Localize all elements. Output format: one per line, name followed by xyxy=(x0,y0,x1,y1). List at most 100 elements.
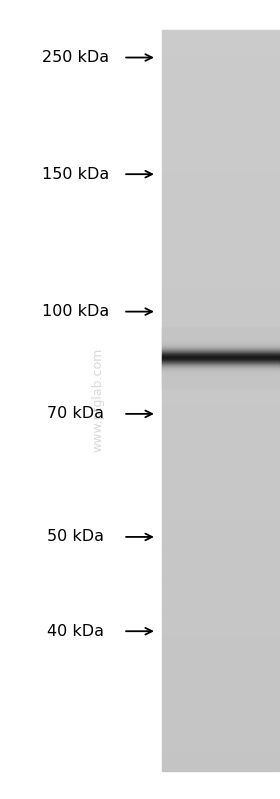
Bar xyxy=(162,92,279,94)
Bar xyxy=(162,608,279,610)
Bar xyxy=(162,470,279,472)
Bar xyxy=(162,381,279,384)
Bar xyxy=(162,710,279,712)
Bar xyxy=(162,30,279,33)
Bar xyxy=(162,134,279,137)
Bar xyxy=(162,146,279,149)
Bar xyxy=(162,235,279,238)
Bar xyxy=(162,531,279,534)
Bar xyxy=(162,82,279,85)
Bar xyxy=(162,117,279,119)
Bar xyxy=(162,705,279,707)
Bar xyxy=(162,638,279,640)
Bar xyxy=(162,191,279,193)
Bar xyxy=(162,339,279,341)
Bar xyxy=(162,598,279,601)
Bar xyxy=(162,102,279,105)
Bar xyxy=(162,606,279,608)
Bar xyxy=(162,354,279,356)
Bar xyxy=(162,398,279,400)
Bar xyxy=(162,699,279,702)
Bar xyxy=(162,324,279,327)
Bar xyxy=(162,368,279,371)
Bar xyxy=(162,739,279,741)
Bar xyxy=(162,569,279,571)
Bar xyxy=(162,216,279,218)
Bar xyxy=(162,732,279,734)
Bar xyxy=(162,80,279,82)
Bar xyxy=(162,366,279,368)
Bar xyxy=(162,87,279,89)
Bar xyxy=(162,40,279,42)
Bar xyxy=(162,485,279,487)
Bar xyxy=(162,97,279,100)
Bar xyxy=(162,193,279,196)
Bar xyxy=(162,171,279,173)
Bar xyxy=(162,665,279,667)
Text: www.ptglab.com: www.ptglab.com xyxy=(92,348,104,451)
Bar xyxy=(162,332,279,334)
Bar xyxy=(162,499,279,502)
Bar xyxy=(162,411,279,413)
Bar xyxy=(162,465,279,467)
Bar xyxy=(162,124,279,127)
Bar xyxy=(162,574,279,576)
Bar xyxy=(162,151,279,153)
Bar xyxy=(162,539,279,542)
Bar xyxy=(162,621,279,623)
Bar xyxy=(162,265,279,268)
Bar xyxy=(162,169,279,171)
Bar xyxy=(162,719,279,721)
Bar xyxy=(162,472,279,475)
Bar xyxy=(162,203,279,205)
Bar xyxy=(162,144,279,146)
Bar xyxy=(162,166,279,169)
Bar xyxy=(162,228,279,230)
Bar xyxy=(162,53,279,55)
Bar xyxy=(162,50,279,53)
Bar xyxy=(162,556,279,559)
Bar xyxy=(162,393,279,396)
Bar xyxy=(162,75,279,78)
Text: 50 kDa: 50 kDa xyxy=(47,530,104,544)
Bar xyxy=(162,297,279,300)
Bar xyxy=(162,255,279,257)
Bar xyxy=(162,230,279,233)
Bar xyxy=(162,450,279,452)
Bar xyxy=(162,304,279,307)
Bar xyxy=(162,105,279,107)
Bar xyxy=(162,243,279,245)
Bar xyxy=(162,685,279,687)
Bar xyxy=(162,756,279,759)
Bar xyxy=(162,159,279,161)
Bar xyxy=(162,127,279,129)
Bar xyxy=(162,547,279,549)
Bar xyxy=(162,694,279,697)
Bar xyxy=(162,374,279,376)
Bar xyxy=(162,186,279,189)
Bar xyxy=(162,100,279,102)
Bar xyxy=(162,408,279,411)
Bar xyxy=(162,423,279,425)
Bar xyxy=(162,447,279,450)
Bar xyxy=(162,73,279,75)
Bar xyxy=(162,583,279,586)
Bar xyxy=(162,70,279,73)
Bar xyxy=(162,490,279,492)
Bar xyxy=(162,250,279,252)
Bar xyxy=(162,549,279,551)
Bar xyxy=(162,554,279,556)
Bar xyxy=(162,356,279,359)
Bar xyxy=(162,650,279,653)
Bar xyxy=(162,388,279,391)
Bar xyxy=(162,495,279,497)
Bar xyxy=(162,529,279,531)
Bar xyxy=(162,205,279,208)
Bar xyxy=(162,240,279,243)
Bar xyxy=(162,566,279,569)
Bar xyxy=(162,233,279,235)
Bar xyxy=(162,726,279,729)
Bar xyxy=(162,85,279,87)
Bar xyxy=(162,588,279,590)
Bar xyxy=(162,596,279,598)
